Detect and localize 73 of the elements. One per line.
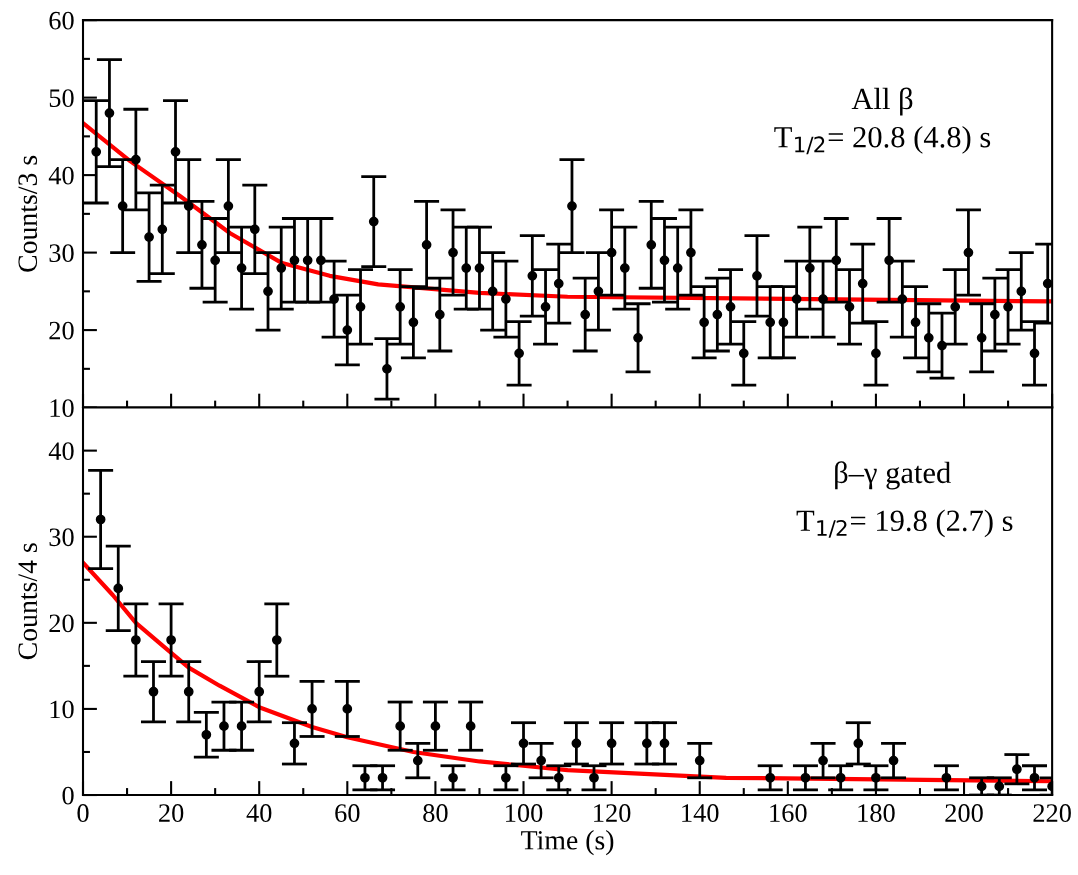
x-tick-label: 160 [770,804,807,822]
point [95,514,106,525]
annotation: T$_{1/2}$= 20.8 (4.8) s [774,126,991,155]
point [289,738,300,749]
point [219,721,229,732]
x-tick-label: 220 [1033,804,1071,822]
x-tick-label: 180 [858,804,895,822]
point [765,772,776,783]
point [994,781,1005,792]
point [518,738,529,749]
y-tick-label: 40 [48,166,74,185]
y-tick-label: 30 [49,244,74,263]
point [166,635,176,645]
point [448,772,458,783]
point [131,635,141,645]
y-tick-label: 0 [62,786,74,805]
point [941,772,952,783]
point [571,738,582,749]
point [659,738,670,749]
point [201,729,212,740]
point [536,755,546,766]
point [254,686,265,697]
point [888,755,899,766]
x-axis-title: Time (s) [521,830,614,856]
point [1029,772,1040,783]
point [377,772,388,783]
x-tick-label: 80 [423,804,448,822]
point [395,721,406,732]
x-tick-label: 100 [506,804,543,822]
y-tick-label: 10 [50,399,74,417]
point [818,755,828,766]
x-tick-label: 200 [945,804,983,822]
point [148,686,159,697]
y-tick-label: 60 [49,11,74,30]
annotation: All β [851,87,913,116]
x-tick-label: 140 [682,804,719,822]
point [501,772,511,783]
point [271,635,282,645]
point [342,704,353,714]
point [606,738,617,749]
point [853,738,864,749]
point [113,583,124,594]
point [360,772,370,783]
annotation: β–γ gated [835,461,951,490]
point [976,781,987,792]
point [183,686,194,697]
point [412,755,423,766]
point [694,755,705,766]
y-tick-label: 30 [49,528,74,547]
point [553,772,564,783]
x-tick-label: 60 [335,804,360,822]
point [465,721,476,732]
y-axis-title: Counts/3 s [18,155,38,272]
point [236,721,247,732]
y-axis-title: Counts/4 s [18,543,38,660]
x-tick-label: 120 [594,804,631,822]
point [871,772,881,783]
y-tick-label: 50 [49,89,74,108]
y-tick-label: 20 [49,321,74,340]
annotation: T$_{1/2}$= 19.8 (2.7) s [796,509,1013,538]
point [430,721,441,732]
y-tick-label: 20 [49,614,74,633]
point [1012,764,1022,775]
point [800,772,811,783]
point [589,772,599,783]
point [835,772,846,783]
x-tick-label: 40 [246,804,272,822]
point [307,704,317,714]
y-tick-label: 40 [48,442,74,461]
x-tick-label: 0 [77,804,89,822]
y-tick-label: 10 [50,700,74,719]
x-tick-label: 20 [159,804,184,822]
point [641,738,652,749]
